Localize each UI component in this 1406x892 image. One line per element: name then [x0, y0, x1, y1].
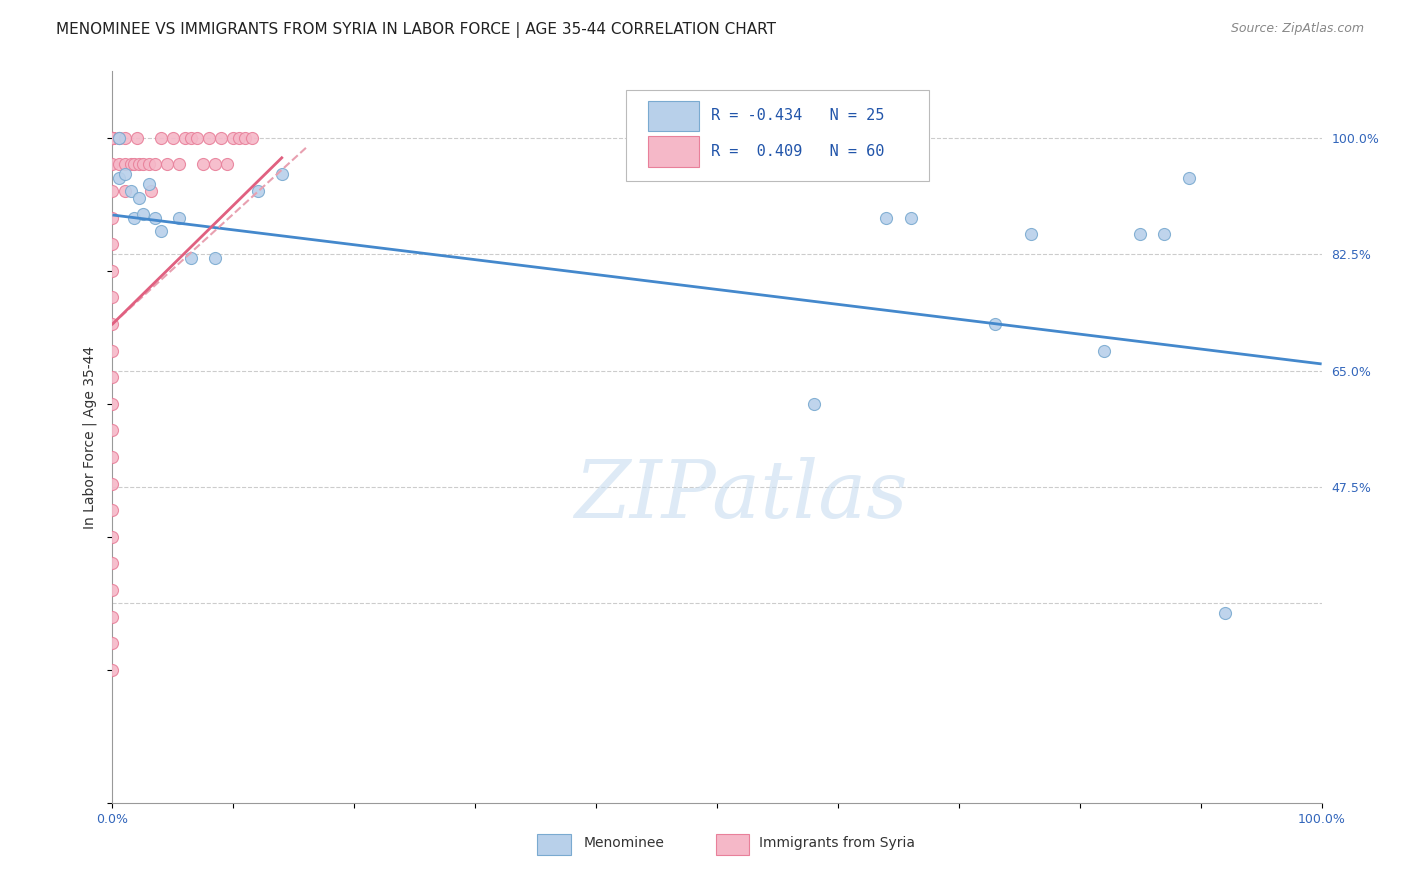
- Point: [900, 211, 922, 225]
- Point: [101, 503, 124, 517]
- Point: [122, 157, 145, 171]
- Point: [162, 131, 184, 145]
- Point: [101, 131, 124, 145]
- Point: [217, 157, 239, 171]
- Point: [107, 157, 129, 171]
- Point: [101, 131, 124, 145]
- Point: [156, 157, 179, 171]
- Point: [191, 157, 214, 171]
- Point: [114, 131, 136, 145]
- Point: [114, 184, 136, 198]
- Point: [101, 317, 124, 331]
- Point: [114, 157, 136, 171]
- Point: [1153, 227, 1175, 242]
- Y-axis label: In Labor Force | Age 35-44: In Labor Force | Age 35-44: [82, 345, 97, 529]
- Point: [101, 131, 124, 145]
- Point: [143, 211, 166, 225]
- Point: [180, 131, 202, 145]
- Point: [107, 170, 129, 185]
- Point: [107, 131, 129, 145]
- Point: [101, 397, 124, 411]
- Point: [132, 207, 155, 221]
- Text: Menominee: Menominee: [583, 836, 665, 850]
- Point: [101, 131, 124, 145]
- Point: [167, 157, 190, 171]
- Point: [1129, 227, 1152, 242]
- Point: [107, 131, 129, 145]
- FancyBboxPatch shape: [626, 90, 929, 181]
- Point: [1213, 607, 1236, 621]
- Text: Source: ZipAtlas.com: Source: ZipAtlas.com: [1230, 22, 1364, 36]
- Point: [101, 131, 124, 145]
- Point: [149, 224, 172, 238]
- Point: [101, 450, 124, 464]
- Point: [101, 184, 124, 198]
- Point: [246, 184, 269, 198]
- Text: R =  0.409   N = 60: R = 0.409 N = 60: [711, 145, 884, 160]
- Point: [875, 211, 897, 225]
- Point: [174, 131, 197, 145]
- Point: [101, 131, 124, 145]
- Point: [101, 663, 124, 677]
- Point: [101, 157, 124, 171]
- Point: [101, 582, 124, 597]
- Text: Immigrants from Syria: Immigrants from Syria: [759, 836, 915, 850]
- Point: [101, 211, 124, 225]
- Point: [101, 530, 124, 544]
- Point: [222, 131, 245, 145]
- Point: [101, 237, 124, 252]
- Point: [101, 131, 124, 145]
- Point: [101, 131, 124, 145]
- Point: [128, 191, 150, 205]
- Point: [209, 131, 232, 145]
- Point: [101, 636, 124, 650]
- Point: [1021, 227, 1043, 242]
- Point: [101, 370, 124, 384]
- FancyBboxPatch shape: [648, 136, 699, 167]
- Point: [1177, 170, 1199, 185]
- Point: [180, 251, 202, 265]
- Point: [120, 184, 142, 198]
- Point: [120, 157, 142, 171]
- Point: [132, 157, 155, 171]
- Point: [101, 609, 124, 624]
- Point: [101, 476, 124, 491]
- Point: [270, 168, 292, 182]
- Point: [101, 290, 124, 304]
- Point: [122, 211, 145, 225]
- Point: [138, 157, 160, 171]
- Point: [125, 131, 148, 145]
- Point: [167, 211, 190, 225]
- FancyBboxPatch shape: [648, 101, 699, 131]
- Point: [107, 131, 129, 145]
- Point: [114, 168, 136, 182]
- Point: [204, 251, 226, 265]
- Text: MENOMINEE VS IMMIGRANTS FROM SYRIA IN LABOR FORCE | AGE 35-44 CORRELATION CHART: MENOMINEE VS IMMIGRANTS FROM SYRIA IN LA…: [56, 22, 776, 38]
- Text: ZIPatlas: ZIPatlas: [575, 457, 908, 534]
- Point: [101, 264, 124, 278]
- Point: [149, 131, 172, 145]
- Point: [198, 131, 221, 145]
- Point: [984, 317, 1007, 331]
- Point: [240, 131, 263, 145]
- Point: [101, 131, 124, 145]
- Point: [1092, 343, 1115, 358]
- Point: [101, 424, 124, 438]
- Point: [235, 131, 257, 145]
- Point: [803, 397, 825, 411]
- Point: [143, 157, 166, 171]
- Point: [138, 178, 160, 192]
- Point: [128, 157, 150, 171]
- Text: R = -0.434   N = 25: R = -0.434 N = 25: [711, 109, 884, 123]
- Point: [186, 131, 208, 145]
- Point: [228, 131, 250, 145]
- Point: [101, 131, 124, 145]
- Point: [101, 343, 124, 358]
- Point: [204, 157, 226, 171]
- Point: [101, 557, 124, 571]
- Point: [141, 184, 163, 198]
